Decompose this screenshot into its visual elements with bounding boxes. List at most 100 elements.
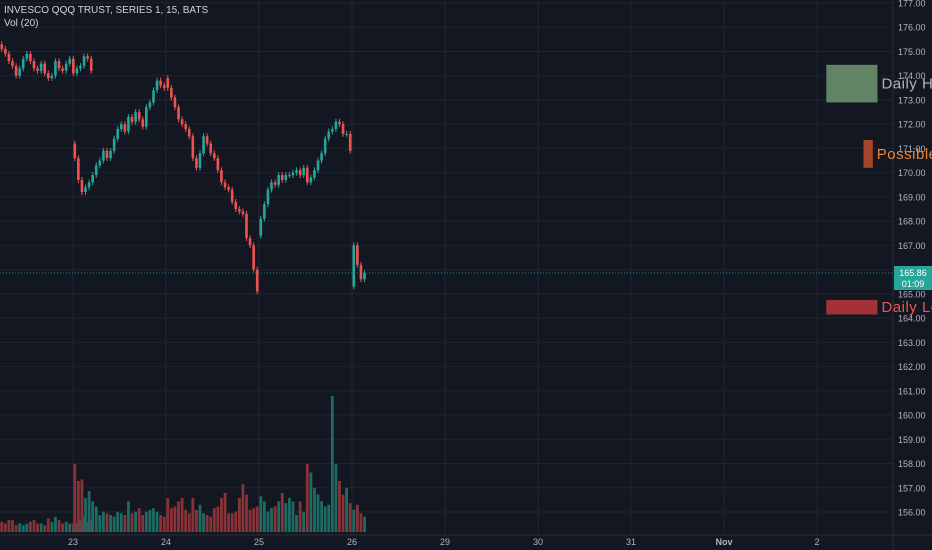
candle-body[interactable] bbox=[18, 68, 21, 76]
candle-body[interactable] bbox=[334, 121, 338, 130]
candle-body[interactable] bbox=[195, 158, 198, 168]
candle-body[interactable] bbox=[359, 264, 363, 280]
candle-body[interactable] bbox=[284, 175, 288, 180]
candle-body[interactable] bbox=[43, 63, 47, 74]
candle-body[interactable] bbox=[255, 269, 259, 292]
candle-body[interactable] bbox=[230, 189, 234, 202]
candle-body[interactable] bbox=[187, 129, 191, 137]
candle-body[interactable] bbox=[348, 133, 352, 151]
candle-body[interactable] bbox=[39, 63, 43, 71]
candle-body[interactable] bbox=[177, 107, 180, 120]
candle-body[interactable] bbox=[86, 56, 89, 59]
candle-body[interactable] bbox=[280, 175, 284, 180]
candle-body[interactable] bbox=[162, 85, 166, 88]
candle-body[interactable] bbox=[75, 68, 79, 74]
candle-body[interactable] bbox=[316, 160, 320, 171]
candle-body[interactable] bbox=[223, 182, 227, 188]
candle-body[interactable] bbox=[148, 102, 152, 108]
candle-body[interactable] bbox=[212, 153, 216, 159]
candle-body[interactable] bbox=[109, 150, 112, 159]
candle-body[interactable] bbox=[11, 61, 14, 67]
candle-body[interactable] bbox=[173, 97, 177, 108]
candle-body[interactable] bbox=[0, 44, 4, 50]
candle-body[interactable] bbox=[338, 121, 341, 125]
candle-body[interactable] bbox=[180, 119, 184, 125]
candle-body[interactable] bbox=[170, 87, 173, 98]
candle-body[interactable] bbox=[191, 136, 195, 159]
annotation-label[interactable]: Daily Low Range bbox=[881, 299, 932, 316]
candle-body[interactable] bbox=[259, 218, 263, 236]
candle-body[interactable] bbox=[21, 58, 25, 69]
candle-body[interactable] bbox=[159, 80, 162, 86]
candle-body[interactable] bbox=[220, 170, 223, 183]
candle-body[interactable] bbox=[202, 136, 205, 154]
candle-body[interactable] bbox=[137, 112, 141, 120]
candle-body[interactable] bbox=[119, 124, 123, 130]
candle-body[interactable] bbox=[252, 245, 255, 270]
candle-body[interactable] bbox=[345, 133, 348, 135]
candle-body[interactable] bbox=[112, 138, 116, 151]
candle-body[interactable] bbox=[305, 167, 309, 183]
candle-body[interactable] bbox=[72, 58, 75, 74]
annotation-label[interactable]: Possible Closing Range bbox=[877, 146, 932, 163]
candle-body[interactable] bbox=[141, 119, 145, 127]
candle-body[interactable] bbox=[327, 131, 331, 139]
candle-body[interactable] bbox=[79, 66, 82, 69]
candle-body[interactable] bbox=[234, 201, 238, 210]
candle-body[interactable] bbox=[205, 136, 209, 144]
candle-body[interactable] bbox=[61, 68, 64, 71]
candle-body[interactable] bbox=[155, 80, 159, 91]
candle-body[interactable] bbox=[352, 245, 356, 287]
candle-body[interactable] bbox=[57, 61, 61, 69]
candle-body[interactable] bbox=[50, 75, 54, 79]
candle-body[interactable] bbox=[184, 124, 187, 130]
candle-body[interactable] bbox=[87, 182, 91, 188]
candle-body[interactable] bbox=[84, 187, 87, 193]
candle-body[interactable] bbox=[273, 182, 277, 185]
annotation-box[interactable] bbox=[826, 299, 878, 315]
candle-body[interactable] bbox=[341, 124, 345, 134]
annotation-label[interactable]: Daily High Range bbox=[881, 76, 932, 93]
candle-body[interactable] bbox=[91, 175, 94, 183]
candle-body[interactable] bbox=[356, 245, 359, 265]
candle-body[interactable] bbox=[238, 209, 241, 212]
candle-body[interactable] bbox=[241, 211, 245, 214]
candle-body[interactable] bbox=[116, 129, 120, 139]
candle-body[interactable] bbox=[216, 158, 220, 171]
candle-body[interactable] bbox=[134, 112, 137, 122]
candle-body[interactable] bbox=[248, 238, 252, 246]
candle-body[interactable] bbox=[291, 172, 295, 176]
candle-body[interactable] bbox=[105, 150, 109, 159]
annotation-box[interactable] bbox=[826, 64, 878, 103]
candle-body[interactable] bbox=[209, 143, 213, 154]
candle-body[interactable] bbox=[4, 49, 7, 54]
candle-body[interactable] bbox=[245, 213, 248, 239]
candle-body[interactable] bbox=[98, 160, 102, 166]
candle-body[interactable] bbox=[145, 107, 148, 127]
candle-body[interactable] bbox=[25, 53, 29, 59]
candle-body[interactable] bbox=[77, 158, 80, 180]
candle-body[interactable] bbox=[102, 150, 105, 161]
candle-body[interactable] bbox=[82, 56, 86, 67]
candle-body[interactable] bbox=[80, 179, 84, 193]
candle-body[interactable] bbox=[127, 116, 130, 132]
candle-body[interactable] bbox=[270, 182, 273, 190]
volume-indicator-label[interactable]: Vol (20) bbox=[4, 18, 39, 29]
candle-body[interactable] bbox=[263, 204, 266, 219]
candle-body[interactable] bbox=[298, 170, 302, 176]
candle-body[interactable] bbox=[14, 66, 18, 76]
candle-body[interactable] bbox=[152, 90, 155, 103]
candle-body[interactable] bbox=[64, 63, 68, 71]
annotation-box[interactable] bbox=[863, 139, 873, 168]
candle-body[interactable] bbox=[36, 68, 39, 71]
candle-body[interactable] bbox=[323, 138, 327, 154]
candle-body[interactable] bbox=[166, 78, 170, 88]
candle-body[interactable] bbox=[313, 170, 316, 178]
candle-body[interactable] bbox=[73, 143, 77, 159]
candle-body[interactable] bbox=[54, 61, 57, 76]
candle-body[interactable] bbox=[198, 153, 202, 168]
candle-body[interactable] bbox=[277, 175, 280, 185]
candle-body[interactable] bbox=[46, 73, 50, 79]
candle-body[interactable] bbox=[266, 189, 270, 205]
